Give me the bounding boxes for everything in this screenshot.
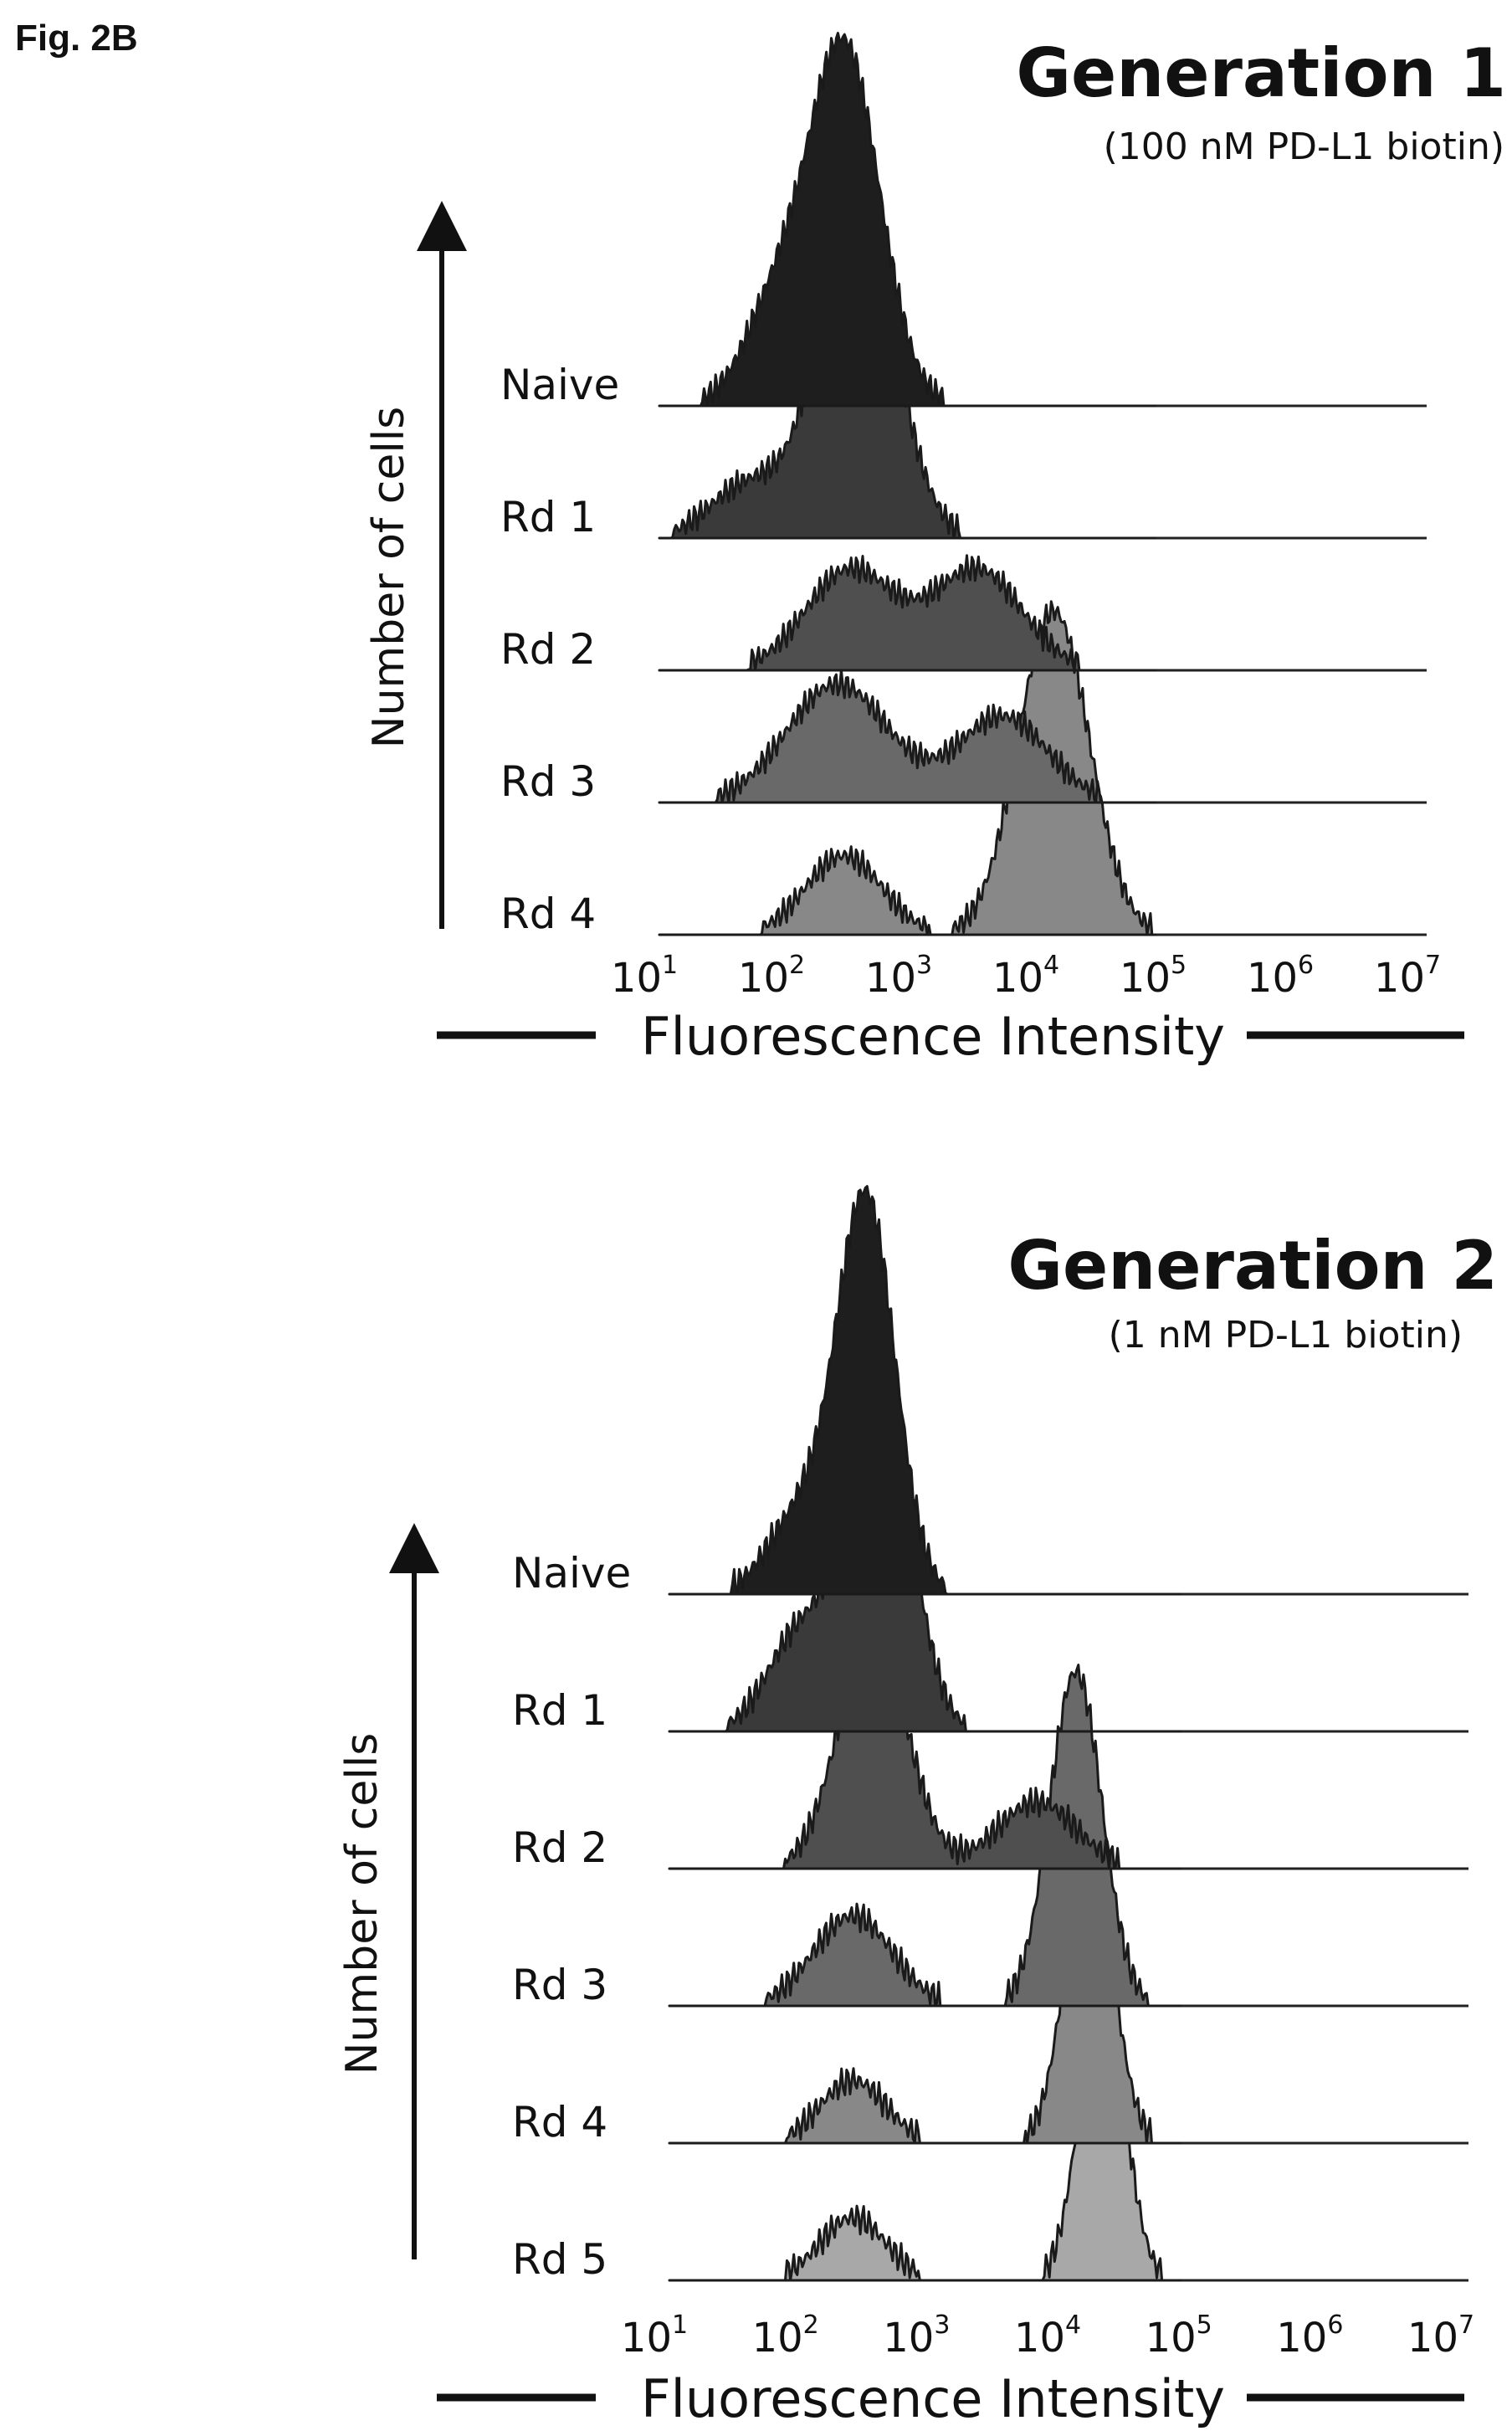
row-label: Rd 5 — [512, 2235, 607, 2284]
x-tick-label: 104 — [992, 951, 1059, 1002]
x-tick-label: 107 — [1407, 2310, 1474, 2362]
panel-title: Generation 1 — [1016, 34, 1506, 112]
row-label: Naive — [500, 361, 619, 409]
figure-label: Fig. 2B — [15, 18, 138, 59]
series-rd-3: Rd 3 — [512, 1664, 1468, 2009]
series-rd-2: Rd 2 — [500, 554, 1427, 674]
series-layer: Rd 5 Rd 4 Rd 3 Rd 2 Rd 1 Naive — [512, 1185, 1468, 2284]
row-label: Rd 1 — [500, 493, 596, 541]
histogram-area — [668, 1374, 1182, 1733]
row-label: Rd 4 — [512, 2098, 607, 2146]
row-label: Rd 3 — [512, 1961, 607, 2009]
x-tick-layer: 101 102 103 104 105 106 107 — [611, 951, 1441, 1002]
row-label: Rd 2 — [512, 1823, 607, 1872]
series-rd-4: Rd 4 — [512, 1843, 1468, 2146]
histogram-area — [668, 1185, 1182, 1596]
series-naive: Naive — [512, 1185, 1468, 1598]
panel-title: Generation 2 — [1007, 1227, 1498, 1305]
histogram-area — [658, 32, 1157, 408]
series-rd-4: Rd 4 — [500, 600, 1427, 938]
series-naive: Naive — [500, 32, 1427, 409]
histogram-area — [668, 1620, 1182, 1870]
generation-2-panel: Generation 2 (1 nM PD-L1 biotin) Number … — [337, 1185, 1498, 2429]
x-axis-label: Fluorescence Intensity — [641, 1006, 1225, 1067]
histogram-area — [668, 1664, 1182, 2008]
x-tick-label: 106 — [1276, 2310, 1343, 2362]
series-rd-3: Rd 3 — [500, 668, 1427, 806]
series-layer: Rd 4 Rd 3 Rd 2 Rd 1 Naive — [500, 32, 1427, 938]
y-axis-label: Number of cells — [337, 1733, 387, 2075]
row-label: Naive — [512, 1549, 631, 1598]
row-label: Rd 2 — [500, 625, 596, 674]
x-tick-label: 104 — [1014, 2310, 1081, 2362]
series-rd-1: Rd 1 — [512, 1374, 1468, 1735]
row-label: Rd 4 — [500, 890, 596, 938]
x-tick-label: 103 — [865, 951, 932, 1002]
x-tick-label: 103 — [883, 2310, 950, 2362]
x-tick-label: 101 — [611, 951, 678, 1002]
y-axis-label: Number of cells — [364, 407, 414, 749]
series-rd-2: Rd 2 — [512, 1620, 1468, 1872]
x-tick-label: 102 — [738, 951, 805, 1002]
histogram-area — [658, 668, 1157, 804]
generation-1-panel: Generation 1 (100 nM PD-L1 biotin) Numbe… — [364, 32, 1506, 1067]
row-label: Rd 3 — [500, 757, 596, 806]
series-rd-5: Rd 5 — [512, 1975, 1468, 2284]
x-tick-label: 101 — [621, 2310, 688, 2362]
series-rd-1: Rd 1 — [500, 203, 1427, 541]
x-tick-label: 105 — [1146, 2310, 1212, 2362]
x-tick-label: 107 — [1374, 951, 1441, 1002]
panel-subtitle: (100 nM PD-L1 biotin) — [1104, 126, 1504, 168]
x-tick-layer: 101 102 103 104 105 106 107 — [621, 2310, 1474, 2362]
histogram-area — [658, 554, 1157, 672]
panel-subtitle: (1 nM PD-L1 biotin) — [1109, 1314, 1463, 1356]
x-tick-label: 102 — [752, 2310, 819, 2362]
x-tick-label: 106 — [1247, 951, 1314, 1002]
row-label: Rd 1 — [512, 1686, 607, 1735]
x-tick-label: 105 — [1120, 951, 1187, 1002]
x-axis-label: Fluorescence Intensity — [641, 2368, 1225, 2429]
